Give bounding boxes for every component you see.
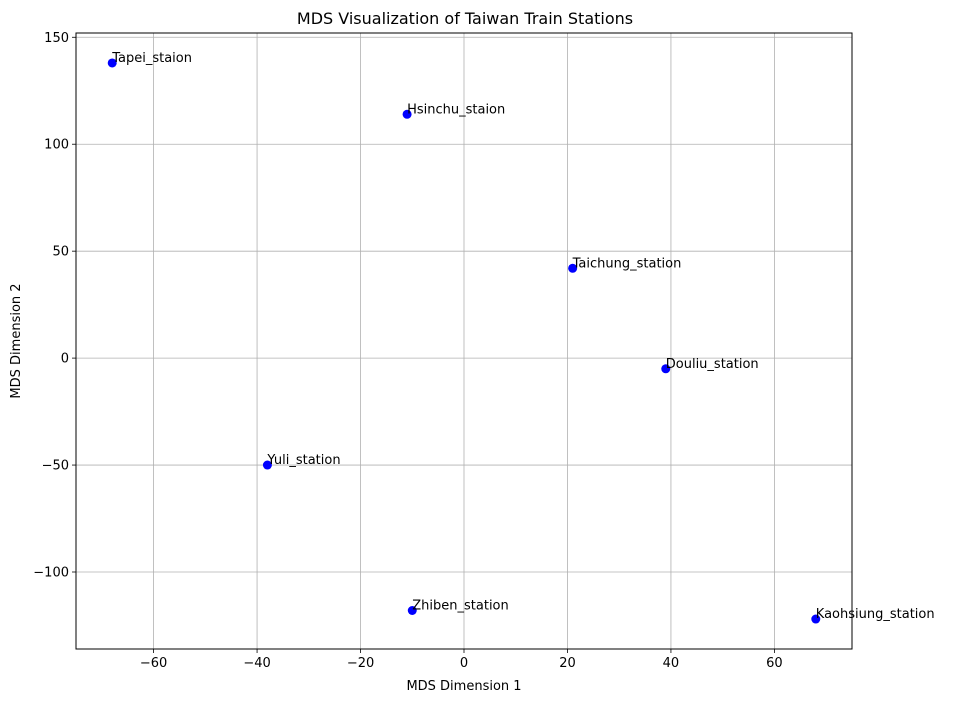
y-tick-label: 0 — [61, 352, 69, 367]
point-label: Taichung_station — [572, 256, 682, 271]
x-tick-label: 40 — [663, 656, 680, 671]
point-label: Yuli_station — [266, 453, 340, 468]
data-point — [407, 606, 417, 615]
point-label: Kaohsiung_station — [816, 607, 935, 622]
data-point — [107, 58, 117, 68]
y-tick-label: −50 — [42, 459, 69, 474]
x-tick-label: −60 — [140, 656, 167, 671]
ticks-layer: −60 −40 −20 0 20 40 60 −100 −50 0 50 100 150 — [33, 31, 782, 671]
y-tick-label: 100 — [44, 138, 69, 153]
x-tick-label: 20 — [559, 656, 576, 671]
x-tick-label: −20 — [347, 656, 374, 671]
points-layer: Tapei_staion Hsinchu_staion Taichung_stati… — [107, 51, 935, 624]
x-axis-label: MDS Dimension 1 — [406, 679, 521, 694]
y-tick-label: −100 — [33, 566, 69, 581]
y-axis-label: MDS Dimension 2 — [9, 283, 24, 398]
chart-title: MDS Visualization of Taiwan Train Statio… — [297, 9, 633, 28]
point-label: Hsinchu_staion — [407, 102, 505, 117]
y-tick-label: 150 — [44, 31, 69, 46]
x-tick-label: −40 — [243, 656, 270, 671]
y-tick-label: 50 — [52, 245, 69, 260]
data-point — [661, 364, 671, 374]
point-label: Tapei_staion — [111, 51, 192, 66]
point-label: Zhiben_station — [412, 599, 508, 614]
x-tick-label: 0 — [460, 656, 468, 671]
grid-layer — [76, 33, 852, 649]
data-point — [811, 614, 821, 624]
x-tick-label: 60 — [766, 656, 783, 671]
data-point — [262, 460, 272, 470]
data-point — [568, 263, 578, 273]
data-point — [402, 109, 412, 119]
point-label: Douliu_station — [666, 357, 759, 372]
